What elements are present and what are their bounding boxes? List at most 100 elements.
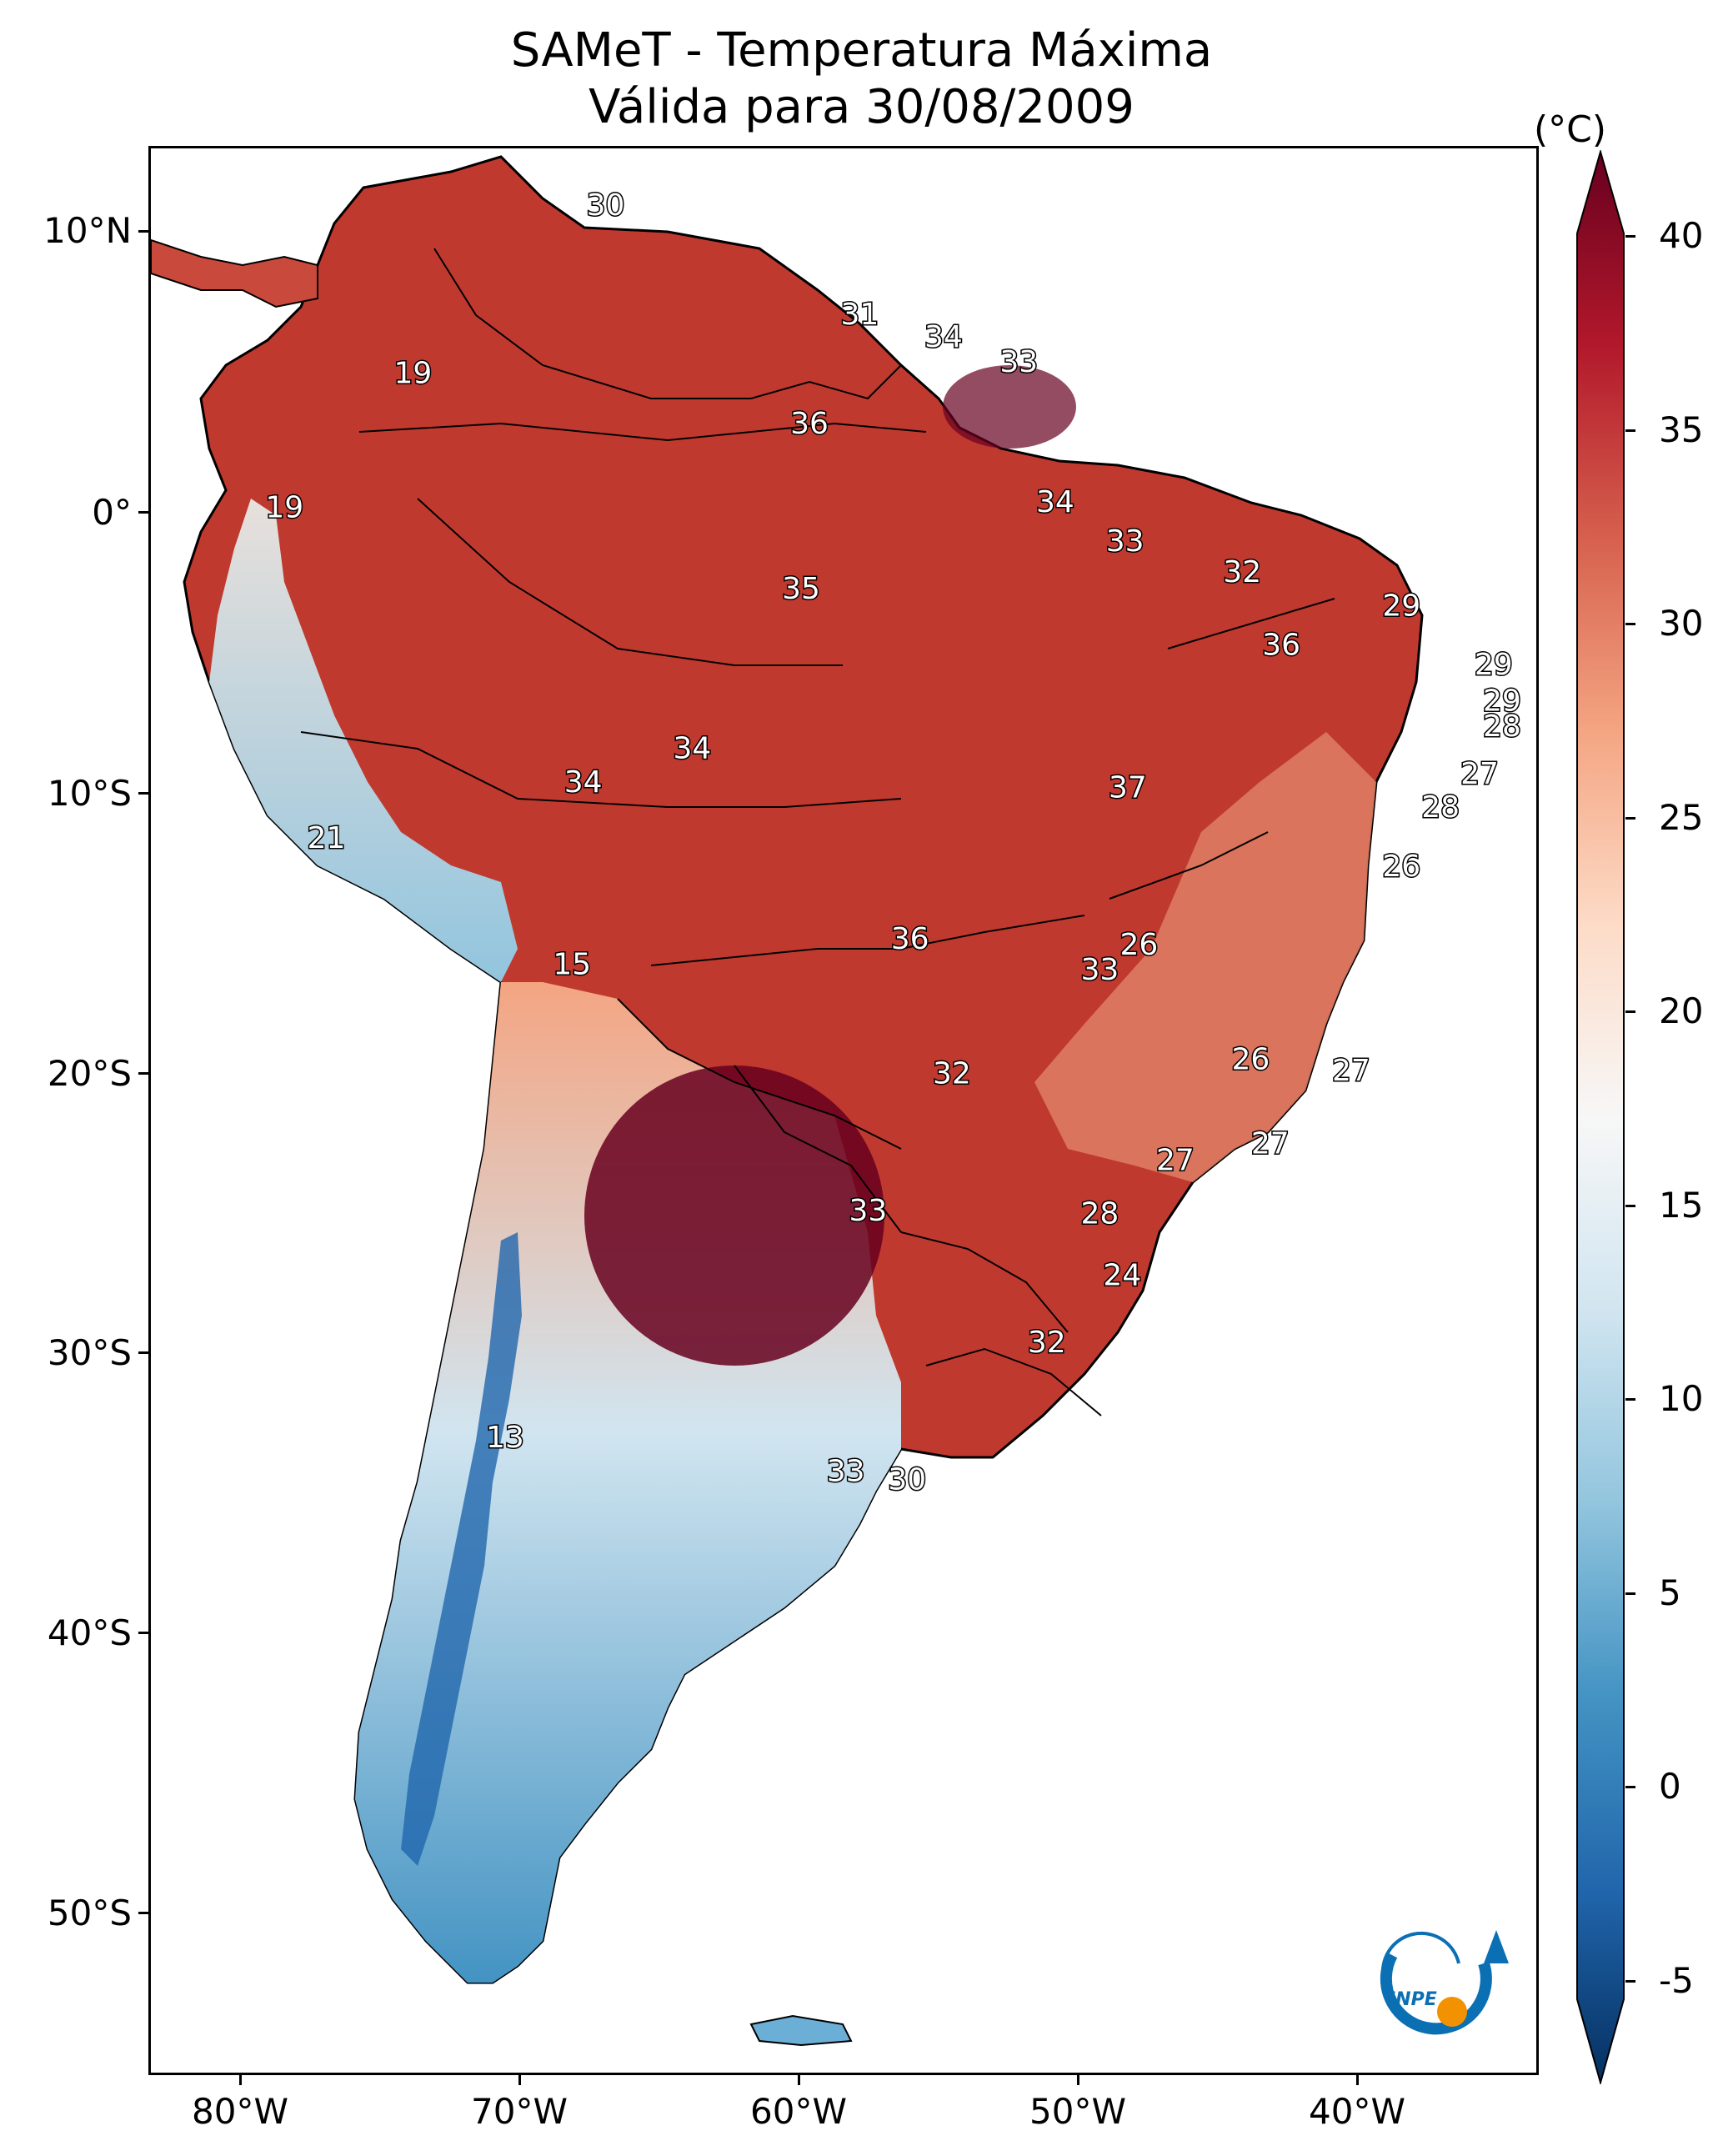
station-value-label: 30 <box>888 1463 926 1497</box>
inpe-logo: INPE <box>1380 1930 1509 2035</box>
colorbar-tick <box>1625 429 1635 432</box>
colorbar-tick <box>1625 235 1635 238</box>
station-value-label: 21 <box>308 821 346 855</box>
colorbar <box>1576 150 1625 2084</box>
station-value-label: 32 <box>1028 1326 1066 1360</box>
hot-core-north <box>943 365 1076 449</box>
colorbar-tick <box>1625 1398 1635 1401</box>
station-value-label: 33 <box>1081 953 1119 987</box>
lon-label-50w: 50°W <box>1029 2091 1126 2132</box>
station-value-label: 28 <box>1081 1196 1119 1231</box>
colorbar-tick <box>1625 623 1635 625</box>
station-value-label: 13 <box>486 1421 524 1455</box>
station-value-label: 33 <box>1106 524 1144 559</box>
colorbar-tick-label: 5 <box>1659 1572 1681 1613</box>
lon-tick <box>518 2075 521 2085</box>
colorbar-tick <box>1625 1592 1635 1595</box>
hot-core-chaco <box>584 1065 884 1366</box>
colorbar-tick-label: 25 <box>1659 796 1704 838</box>
colorbar-tick-label: 15 <box>1659 1184 1704 1226</box>
colorbar-tick <box>1625 1786 1635 1788</box>
station-value-label: 36 <box>1262 628 1300 662</box>
lat-tick <box>138 230 148 233</box>
lat-tick <box>138 792 148 795</box>
station-value-label: 27 <box>1251 1126 1290 1161</box>
lat-tick <box>138 511 148 514</box>
colorbar-tick-label: 40 <box>1659 215 1704 256</box>
chart-title-line-1: SAMeT - Temperatura Máxima <box>510 23 1213 78</box>
falkland-islands <box>749 2014 853 2047</box>
station-value-label: 36 <box>891 922 929 956</box>
map-panel: 30 31 34 33 19 36 19 34 33 32 35 29 36 29 29 28 34 34 27 37… <box>148 146 1539 2075</box>
lon-tick <box>798 2075 800 2085</box>
station-value-label: 27 <box>1156 1144 1195 1178</box>
lat-tick <box>138 1912 148 1914</box>
colorbar-tick <box>1625 1204 1635 1207</box>
station-value-label: 34 <box>673 732 711 766</box>
station-value-label: 28 <box>1421 790 1460 825</box>
colorbar-tick-label: 20 <box>1659 990 1704 1031</box>
station-value-label: 29 <box>1382 589 1420 623</box>
lat-label-50s: 50°S <box>47 1893 132 1933</box>
station-value-label: 15 <box>553 947 591 981</box>
colorbar-tick <box>1625 816 1635 820</box>
lat-label-0: 0° <box>92 492 132 533</box>
station-value-label: 30 <box>587 188 625 223</box>
station-value-label: 19 <box>393 356 432 390</box>
colorbar-tick-label: 35 <box>1659 409 1704 450</box>
station-value-label: 32 <box>933 1056 971 1091</box>
colorbar-tick-label: 0 <box>1659 1766 1681 1807</box>
east-coast-mild <box>1034 732 1376 1182</box>
lat-label-20s: 20°S <box>47 1053 132 1094</box>
station-value-label: 27 <box>1460 757 1499 791</box>
lon-label-70w: 70°W <box>471 2091 568 2132</box>
lat-label-10n: 10°N <box>43 210 132 251</box>
lon-label-40w: 40°W <box>1309 2091 1405 2132</box>
station-value-label: 35 <box>782 572 820 606</box>
colorbar-tick <box>1625 1010 1635 1013</box>
station-value-label: 34 <box>564 765 603 800</box>
lat-label-30s: 30°S <box>47 1332 132 1373</box>
andes-north-band <box>209 499 518 982</box>
central-america-shape <box>151 238 318 308</box>
svg-text:INPE: INPE <box>1389 1989 1437 2010</box>
station-value-label: 34 <box>924 320 963 354</box>
colorbar-tick-label: -5 <box>1659 1959 1694 2001</box>
lat-label-40s: 40°S <box>47 1612 132 1653</box>
station-value-label: 26 <box>1119 928 1158 962</box>
station-value-label: 33 <box>849 1194 887 1228</box>
colorbar-body <box>1576 150 1625 2084</box>
station-value-label: 31 <box>840 298 879 332</box>
colorbar-tick-label: 10 <box>1659 1378 1704 1419</box>
lon-tick <box>239 2075 242 2085</box>
country-borders <box>300 248 1335 1416</box>
station-value-label: 29 <box>1475 648 1513 682</box>
lon-label-60w: 60°W <box>750 2091 847 2132</box>
station-value-label: 28 <box>1483 709 1521 744</box>
lon-tick <box>1077 2075 1079 2085</box>
station-value-label: 26 <box>1382 850 1420 884</box>
station-value-label: 33 <box>999 345 1038 379</box>
lat-tick <box>138 1351 148 1354</box>
lon-label-80w: 80°W <box>192 2091 288 2132</box>
lat-label-10s: 10°S <box>47 773 132 814</box>
station-value-label: 29 <box>1483 684 1521 719</box>
colorbar-tick <box>1625 1979 1635 1983</box>
station-value-label: 27 <box>1332 1054 1370 1088</box>
lat-tick <box>138 1072 148 1075</box>
lon-tick <box>1356 2075 1359 2085</box>
station-value-label: 36 <box>790 407 829 441</box>
colorbar-tick-label: 30 <box>1659 603 1704 644</box>
station-value-label: 24 <box>1103 1258 1141 1292</box>
lat-tick <box>138 1632 148 1634</box>
station-value-label: 19 <box>265 491 303 525</box>
andes-cold-band <box>401 1232 522 1866</box>
station-value-label: 33 <box>827 1455 865 1489</box>
station-value-label: 37 <box>1109 771 1147 805</box>
colorbar-unit: (°C) <box>1534 108 1607 151</box>
station-value-label: 26 <box>1231 1043 1270 1077</box>
chart-title-line-2: Válida para 30/08/2009 <box>589 80 1134 134</box>
station-value-label: 34 <box>1036 485 1074 519</box>
